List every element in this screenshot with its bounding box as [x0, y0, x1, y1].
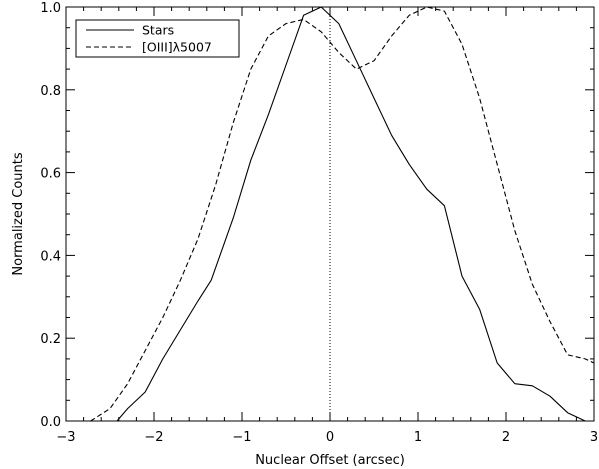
- x-tick-label: −2: [144, 430, 163, 445]
- y-tick-label: 0.0: [40, 415, 61, 430]
- series-layer: [90, 6, 595, 422]
- x-tick-label: 2: [502, 430, 510, 445]
- y-tick-label: 0.8: [40, 84, 61, 99]
- y-tick-label: 1.0: [40, 1, 61, 16]
- x-tick-label: 1: [414, 430, 422, 445]
- x-tick-label: 0: [326, 430, 334, 445]
- y-axis-label: Normalized Counts: [11, 152, 26, 275]
- series-line-oiii: [90, 6, 595, 422]
- legend-label-oiii: [OIII]λ5007: [142, 40, 212, 55]
- x-axis-label: Nuclear Offset (arcsec): [255, 453, 405, 468]
- x-tick-label: −3: [56, 430, 75, 445]
- legend-box: [75, 19, 240, 58]
- legend: Stars [OIII]λ5007: [75, 19, 240, 58]
- y-tick-label: 0.4: [40, 249, 61, 264]
- y-tick-label: 0.2: [40, 332, 61, 347]
- series-line-stars: [116, 6, 586, 422]
- x-tick-label: 3: [590, 430, 598, 445]
- x-tick-label: −1: [232, 430, 251, 445]
- ticks-layer: −3 −2 −1 0 1 2 3 0.0 0.2 0.4 0.6 0.8 1.0: [40, 1, 598, 445]
- legend-label-stars: Stars: [142, 23, 174, 38]
- y-tick-label: 0.6: [40, 167, 61, 182]
